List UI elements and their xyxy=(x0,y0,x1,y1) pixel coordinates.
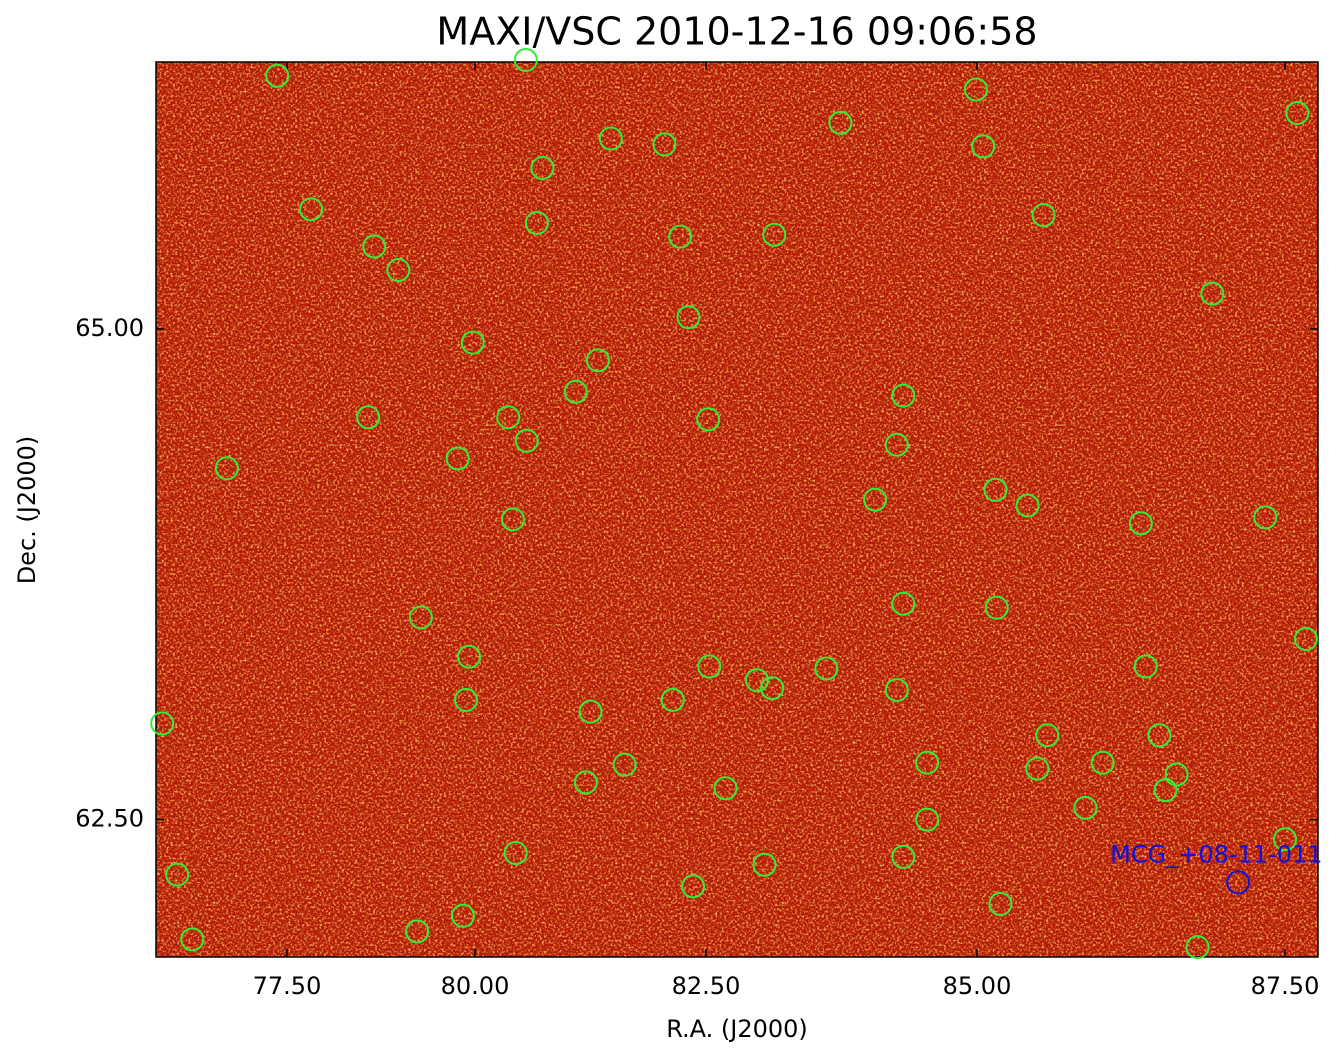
source-circle xyxy=(1035,723,1060,748)
source-circle xyxy=(884,432,909,457)
y-axis-label: Dec. (J2000) xyxy=(13,436,41,585)
source-circle xyxy=(524,210,549,235)
source-circle xyxy=(891,383,916,408)
source-circle xyxy=(697,654,722,679)
chart-title: MAXI/VSC 2010-12-16 09:06:58 xyxy=(436,10,1037,54)
source-circle xyxy=(1031,203,1056,228)
source-circle xyxy=(514,428,539,453)
source-circle xyxy=(891,591,916,616)
source-circle xyxy=(408,605,433,630)
source-circle xyxy=(963,77,988,102)
source-circle xyxy=(744,668,769,693)
source-circle xyxy=(513,48,538,73)
source-circle xyxy=(450,903,475,928)
source-circle xyxy=(762,222,787,247)
source-circle xyxy=(214,456,239,481)
y-tick-label: 62.50 xyxy=(75,805,144,833)
source-circle xyxy=(891,844,916,869)
source-circle xyxy=(1133,654,1158,679)
source-circle xyxy=(1273,827,1297,852)
source-circle xyxy=(456,644,481,669)
target-circle xyxy=(1226,870,1251,895)
source-circle xyxy=(503,840,528,865)
source-circle xyxy=(676,305,701,330)
source-circle xyxy=(915,750,940,775)
source-circle xyxy=(915,807,940,832)
source-circle xyxy=(165,862,190,887)
source-circle xyxy=(598,126,623,151)
source-circle xyxy=(386,258,411,283)
source-circle xyxy=(362,234,387,259)
source-circle xyxy=(563,379,588,404)
source-circle xyxy=(652,132,677,157)
source-circle xyxy=(1025,756,1050,781)
source-circle xyxy=(1153,778,1178,803)
source-circle xyxy=(713,776,738,801)
x-tick-label: 80.00 xyxy=(441,972,510,1000)
sky-noise xyxy=(156,62,1318,957)
source-circle xyxy=(405,919,430,944)
plot-frame xyxy=(155,61,1319,958)
source-circle xyxy=(150,711,175,736)
source-circle xyxy=(983,477,1008,502)
source-circle xyxy=(1185,935,1210,960)
source-circle xyxy=(988,892,1013,917)
source-circle xyxy=(1293,627,1318,652)
source-circle xyxy=(356,405,381,430)
x-tick-label: 82.50 xyxy=(672,972,741,1000)
source-circle xyxy=(752,852,777,877)
source-circle xyxy=(453,687,478,712)
source-circle xyxy=(180,927,205,952)
source-circle xyxy=(660,687,685,712)
x-tick-label: 85.00 xyxy=(943,972,1012,1000)
source-circle xyxy=(884,678,909,703)
source-circle xyxy=(681,874,706,899)
source-circle xyxy=(668,224,693,249)
y-tick-label: 65.00 xyxy=(75,314,144,342)
x-tick-label: 77.50 xyxy=(253,972,322,1000)
source-circle xyxy=(445,446,470,471)
source-circle xyxy=(265,63,290,88)
x-axis-label: R.A. (J2000) xyxy=(666,1015,808,1043)
source-circle xyxy=(696,407,721,432)
source-circle xyxy=(971,134,996,159)
source-circle xyxy=(460,330,485,355)
target-label: MCG_+08-11-011 xyxy=(1110,840,1322,868)
source-circle xyxy=(1253,505,1278,530)
source-circle xyxy=(1164,762,1189,787)
source-circle xyxy=(530,155,555,180)
source-circle xyxy=(863,487,888,512)
source-circle xyxy=(1128,511,1153,536)
source-circle xyxy=(1200,281,1225,306)
source-circle xyxy=(984,595,1009,620)
source-circle xyxy=(1073,795,1098,820)
source-circle xyxy=(585,348,610,373)
source-circle xyxy=(299,197,324,222)
source-circle xyxy=(828,110,853,135)
source-circle xyxy=(1015,493,1040,518)
source-circle xyxy=(496,405,521,430)
x-tick-label: 87.50 xyxy=(1251,972,1320,1000)
source-circle xyxy=(573,770,598,795)
source-circle xyxy=(612,752,637,777)
source-circle xyxy=(1090,750,1115,775)
source-circle xyxy=(760,676,785,701)
source-circle xyxy=(1285,101,1310,126)
source-circle xyxy=(500,507,525,532)
source-circle xyxy=(1147,723,1172,748)
source-circle xyxy=(578,699,603,724)
source-circle xyxy=(814,656,839,681)
